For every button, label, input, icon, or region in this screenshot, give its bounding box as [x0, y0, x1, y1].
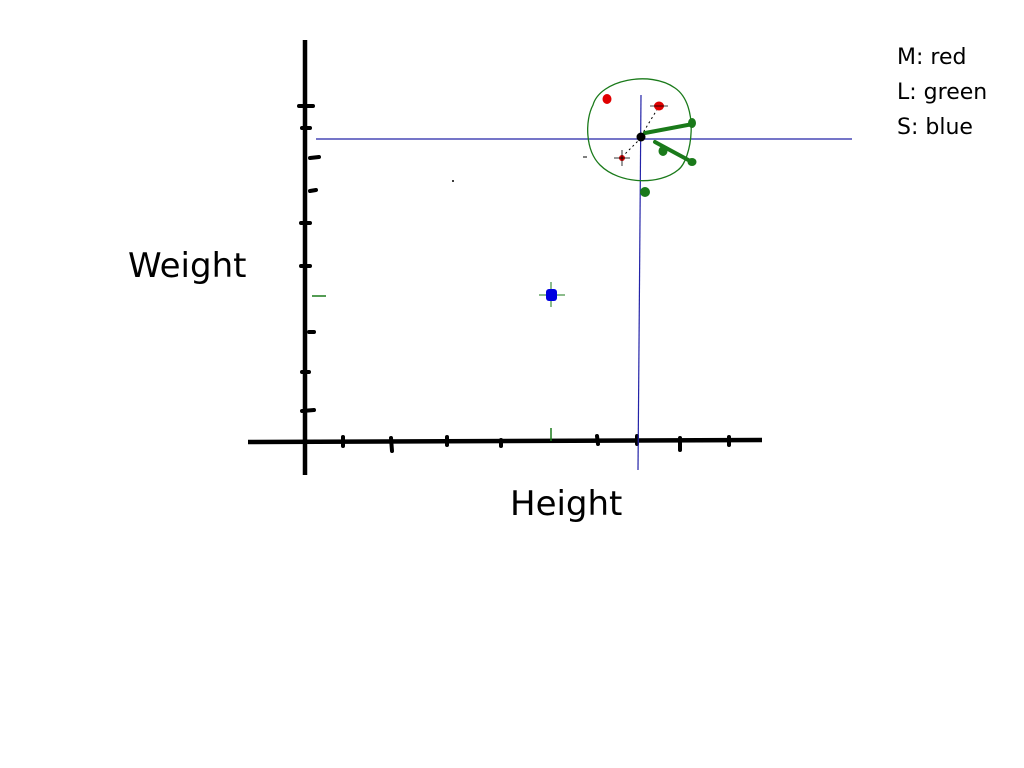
green-point-2: [658, 146, 668, 156]
crosshair-vertical: [637, 94, 642, 471]
x-axis-line: [247, 437, 763, 445]
axes: [247, 40, 763, 475]
green-point-4: [640, 187, 650, 197]
legend-item-s: S: blue: [897, 115, 973, 140]
blue-point: [539, 282, 565, 307]
legend-item-l: L: green: [897, 80, 988, 105]
green-neighbor-lines: [643, 122, 695, 164]
y-axis-label: Weight: [128, 246, 247, 286]
red-point-1: [602, 94, 612, 104]
x-axis-ticks: [341, 434, 731, 453]
green-points: [640, 118, 697, 197]
crosshair: [316, 94, 852, 471]
distance-dash-upper: [640, 107, 659, 137]
green-point-1: [688, 118, 696, 128]
stray-dot-1: [452, 180, 454, 182]
green-point-3: [687, 158, 697, 166]
neighborhood-circle: [587, 78, 692, 182]
query-point: [636, 132, 646, 142]
red-points: [602, 94, 668, 166]
legend: M: red L: green S: blue: [897, 40, 987, 145]
distance-dash: [621, 137, 642, 158]
x-axis-label: Height: [510, 484, 623, 524]
legend-item-m: M: red: [897, 45, 967, 70]
y-axis-ticks: [297, 104, 321, 413]
